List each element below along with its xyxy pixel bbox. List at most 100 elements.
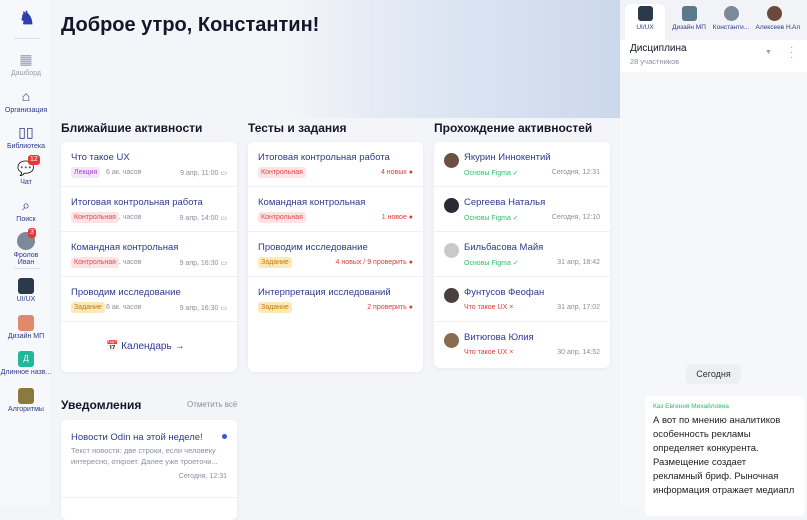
laptop-icon: ▭	[220, 260, 227, 267]
label: Дизайн МП	[7, 333, 45, 340]
chat-message[interactable]: Каз Евгения Михайловна А вот по мнению а…	[645, 396, 805, 516]
grid-icon: ▦	[19, 51, 33, 67]
tab-more[interactable]: Ал	[792, 6, 807, 31]
divider	[14, 268, 40, 269]
label: Библиотека	[6, 143, 46, 150]
avatar	[766, 6, 782, 21]
progress-row[interactable]: Сергеева Наталья Основы Figma ✓ Сегодня, 1…	[434, 187, 610, 232]
progress-row[interactable]: Витюгова Юлия Что такое UX × 30 апр, 14:52	[434, 322, 610, 367]
course: Основы Figma ✓	[464, 260, 519, 267]
tab-alekseev[interactable]: Алексеев Н.	[752, 6, 796, 31]
sidebar-item-dashboard[interactable]: ▦ Дашборд	[0, 50, 52, 77]
hours: 6 ак. часов	[106, 169, 142, 176]
sidebar-item-course[interactable]: Дизайн МП	[0, 315, 52, 340]
section-title: Ближайшие активности	[61, 121, 203, 135]
label: Организация	[4, 107, 48, 114]
page-title: Доброе утро, Константин!	[61, 14, 320, 36]
book-icon: ▯▯	[18, 124, 34, 140]
sidebar-item-course[interactable]: Алгоритмы	[0, 388, 52, 413]
activity-row[interactable]: Что такое UX Лекция 6 ак. часов 9 апр, 11:0…	[61, 142, 237, 187]
activity-title: Проводим исследование	[71, 287, 181, 298]
badge: 12	[28, 155, 40, 165]
avatar	[444, 288, 459, 303]
notification-item[interactable]: Новости Odin на этой неделе! Текст новос…	[61, 420, 237, 498]
laptop-icon: ▭	[220, 305, 227, 312]
test-title: Проводим исследование	[258, 242, 368, 253]
activity-title: Что такое UX	[71, 152, 130, 163]
divider	[14, 38, 40, 39]
course: Что такое UX ×	[464, 304, 514, 311]
test-row[interactable]: Итоговая контрольная работа Контрольная 4 …	[248, 142, 423, 187]
status: 4 новых / 9 проверить ●	[335, 259, 413, 266]
date: 9 апр, 16:30 ▭	[180, 259, 227, 267]
more-vertical-icon[interactable]: · · ·	[790, 42, 794, 63]
notifications-card: Новости Odin на этой неделе! Текст новос…	[61, 420, 237, 520]
label: Дашборд	[11, 70, 41, 77]
notification-title: Новости Odin на этой неделе!	[71, 432, 203, 443]
sidebar-item-chat[interactable]: 💬 12 Чат	[0, 155, 52, 186]
tag: Контрольная	[71, 257, 119, 268]
date: 9 апр, 11:00 ▭	[180, 169, 227, 177]
tab-label: Алексеев Н.	[755, 24, 793, 31]
course-thumbnail	[18, 315, 34, 331]
section-title: Уведомления	[61, 398, 142, 412]
student-name: Сергеева Наталья	[464, 197, 546, 208]
avatar	[444, 243, 459, 258]
course: Что такое UX ×	[464, 349, 514, 356]
home-icon: ⌂	[21, 88, 31, 104]
sidebar-item-course[interactable]: UI/UX	[0, 278, 52, 303]
mark-all-read-button[interactable]: Отметить всё	[187, 400, 238, 409]
progress-row[interactable]: Якурин Иннокентий Основы Figma ✓ Сегодня, …	[434, 142, 610, 187]
hours: 6 ак. часов	[106, 304, 142, 311]
laptop-icon: ▭	[220, 170, 227, 177]
calendar-label: Календарь →	[121, 341, 185, 352]
sidebar-item-library[interactable]: ▯▯ Библиотека	[0, 123, 52, 150]
chevron-down-icon[interactable]: ▼	[765, 49, 772, 56]
progress-row[interactable]: Фунтусов Феофан Что такое UX × 31 апр, 17:…	[434, 277, 610, 322]
time: Сегодня, 12:10	[551, 214, 600, 221]
course-thumbnail: Д	[18, 351, 34, 367]
section-title: Тесты и задания	[248, 121, 347, 135]
progress-row[interactable]: Бильбасова Майя Основы Figma ✓ 31 апр, 18:…	[434, 232, 610, 277]
test-row[interactable]: Проводим исследование Задание 4 новых / 9 …	[248, 232, 423, 277]
student-name: Витюгова Юлия	[464, 332, 534, 343]
date-separator: Сегодня	[686, 364, 741, 384]
test-title: Интерпретация исследований	[258, 287, 391, 298]
tab-design[interactable]: Дизайн МП	[667, 6, 711, 31]
notification-text: Текст новости: две строки, если человеку…	[71, 446, 218, 466]
chat-tabs: UI/UX Дизайн МП Константи... Алексеев Н.…	[620, 0, 807, 40]
sidebar-item-course[interactable]: Д Длинное назв...	[0, 351, 52, 376]
tag: Контрольная	[71, 212, 119, 223]
tab-konstantin[interactable]: Константи...	[709, 6, 753, 31]
test-row[interactable]: Командная контрольная Контрольная 1 новое …	[248, 187, 423, 232]
label: Фролов Иван	[13, 252, 39, 266]
tab-label: UI/UX	[636, 24, 654, 31]
banner-illustration	[52, 0, 620, 118]
badge: 3	[28, 228, 36, 238]
label: Чат	[20, 179, 32, 186]
time: 30 апр, 14:52	[557, 349, 600, 356]
test-row[interactable]: Интерпретация исследований Задание 2 прове…	[248, 277, 423, 322]
time: 31 апр, 17:02	[557, 304, 600, 311]
status: 4 новых ●	[380, 169, 413, 176]
tab-uiux[interactable]: UI/UX	[623, 6, 667, 31]
tag: Лекция	[71, 167, 101, 178]
activity-title: Командная контрольная	[71, 242, 179, 253]
student-name: Якурин Иннокентий	[464, 152, 551, 163]
status-text: 2 проверить	[367, 304, 407, 311]
date-text: 9 апр, 16:30	[179, 260, 219, 267]
tab-label: Ал	[792, 24, 801, 31]
time: Сегодня, 12:31	[551, 169, 600, 176]
activity-row[interactable]: Командная контрольная 6 ак. часов Контроль…	[61, 232, 237, 277]
sidebar-item-search[interactable]: ⌕ Поиск	[0, 196, 52, 223]
sidebar-item-organization[interactable]: ⌂ Организация	[0, 87, 52, 114]
calendar-link[interactable]: 📅 Календарь →	[106, 341, 185, 352]
test-title: Командная контрольная	[258, 197, 366, 208]
activity-row[interactable]: Проводим исследование Задание 6 ак. часов 9…	[61, 277, 237, 322]
activities-card: Что такое UX Лекция 6 ак. часов 9 апр, 11:0…	[61, 142, 237, 372]
activity-row[interactable]: Итоговая контрольная работа 6 ак. часов Ко…	[61, 187, 237, 232]
member-count: 28 участников	[630, 57, 680, 66]
logo-icon[interactable]: ♞	[18, 8, 36, 28]
sidebar-item-user[interactable]: 3 Фролов Иван	[0, 228, 52, 266]
tag: Задание	[258, 257, 292, 268]
